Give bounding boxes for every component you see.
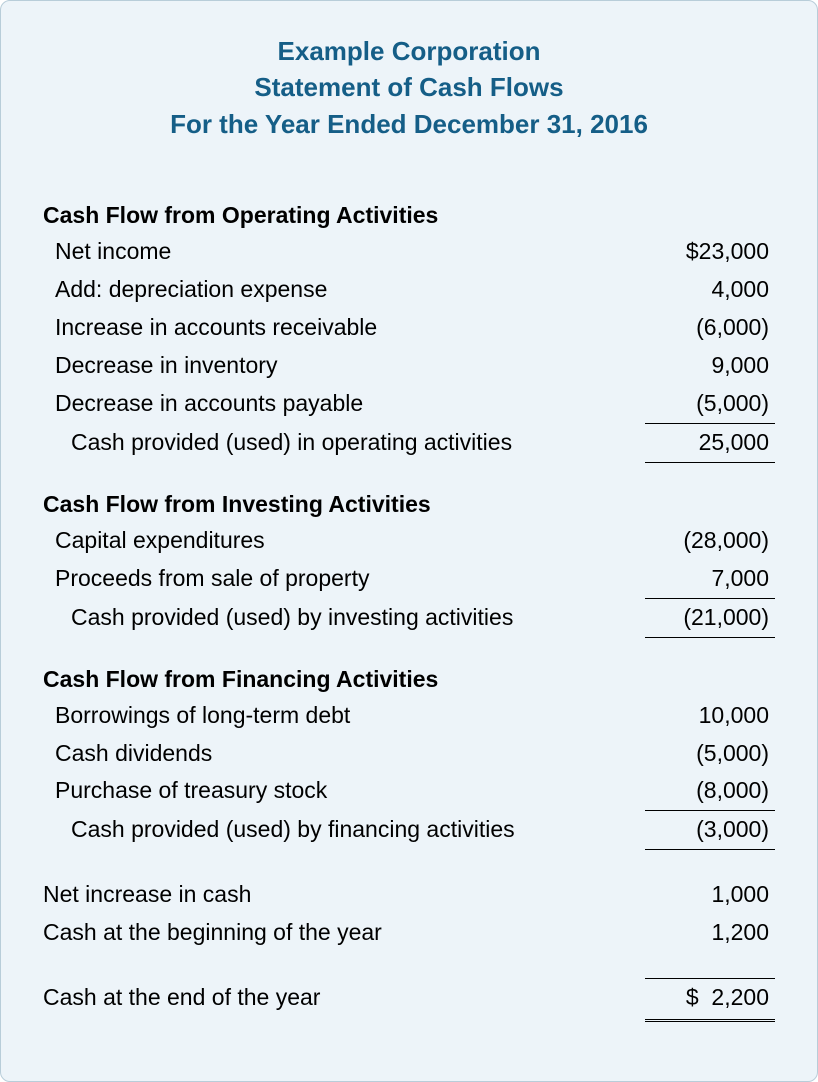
table-row: Borrowings of long-term debt 10,000 <box>43 697 775 735</box>
ending-cash-row: Cash at the end of the year $ 2,200 <box>43 978 775 1022</box>
table-row: Cash dividends (5,000) <box>43 735 775 773</box>
row-value: 9,000 <box>645 347 775 385</box>
period: For the Year Ended December 31, 2016 <box>43 106 775 142</box>
row-label: Proceeds from sale of property <box>43 560 369 598</box>
subtotal-row: Cash provided (used) by financing activi… <box>43 811 775 850</box>
row-label: Borrowings of long-term debt <box>43 697 350 735</box>
row-label: Add: depreciation expense <box>43 271 327 309</box>
net-increase-row: Net increase in cash 1,000 <box>43 876 775 914</box>
table-row: Proceeds from sale of property 7,000 <box>43 560 775 599</box>
beginning-cash-row: Cash at the beginning of the year 1,200 <box>43 914 775 952</box>
cash-flow-statement: Example Corporation Statement of Cash Fl… <box>0 0 818 1082</box>
financing-heading: Cash Flow from Financing Activities <box>43 666 775 693</box>
table-row: Decrease in inventory 9,000 <box>43 347 775 385</box>
investing-heading: Cash Flow from Investing Activities <box>43 491 775 518</box>
row-value: (5,000) <box>645 735 775 773</box>
subtotal-row: Cash provided (used) by investing activi… <box>43 599 775 638</box>
row-value: (6,000) <box>645 309 775 347</box>
row-label: Purchase of treasury stock <box>43 772 327 810</box>
table-row: Capital expenditures (28,000) <box>43 522 775 560</box>
row-value: $ 2,200 <box>645 978 775 1022</box>
table-row: Add: depreciation expense 4,000 <box>43 271 775 309</box>
row-label: Cash at the end of the year <box>43 979 320 1017</box>
subtotal-label: Cash provided (used) by financing activi… <box>43 811 515 849</box>
row-value: 1,000 <box>645 876 775 914</box>
row-value: 10,000 <box>645 697 775 735</box>
table-row: Purchase of treasury stock (8,000) <box>43 772 775 811</box>
statement-title: Statement of Cash Flows <box>43 69 775 105</box>
table-row: Decrease in accounts payable (5,000) <box>43 385 775 424</box>
subtotal-value: 25,000 <box>645 424 775 463</box>
subtotal-row: Cash provided (used) in operating activi… <box>43 424 775 463</box>
table-row: Increase in accounts receivable (6,000) <box>43 309 775 347</box>
operating-heading: Cash Flow from Operating Activities <box>43 202 775 229</box>
row-value: 1,200 <box>645 914 775 952</box>
company-name: Example Corporation <box>43 33 775 69</box>
subtotal-label: Cash provided (used) by investing activi… <box>43 599 513 637</box>
row-value: (8,000) <box>645 772 775 811</box>
row-value: $23,000 <box>645 233 775 271</box>
row-label: Decrease in accounts payable <box>43 385 363 423</box>
statement-header: Example Corporation Statement of Cash Fl… <box>43 33 775 142</box>
subtotal-value: (21,000) <box>645 599 775 638</box>
row-label: Net increase in cash <box>43 876 251 914</box>
row-value: (5,000) <box>645 385 775 424</box>
row-value: 7,000 <box>645 560 775 599</box>
row-value: 4,000 <box>645 271 775 309</box>
table-row: Net income $23,000 <box>43 233 775 271</box>
row-label: Decrease in inventory <box>43 347 277 385</box>
row-label: Net income <box>43 233 171 271</box>
row-label: Cash at the beginning of the year <box>43 914 382 952</box>
subtotal-value: (3,000) <box>645 811 775 850</box>
subtotal-label: Cash provided (used) in operating activi… <box>43 424 512 462</box>
row-label: Cash dividends <box>43 735 212 773</box>
row-label: Capital expenditures <box>43 522 265 560</box>
row-label: Increase in accounts receivable <box>43 309 377 347</box>
row-value: (28,000) <box>645 522 775 560</box>
